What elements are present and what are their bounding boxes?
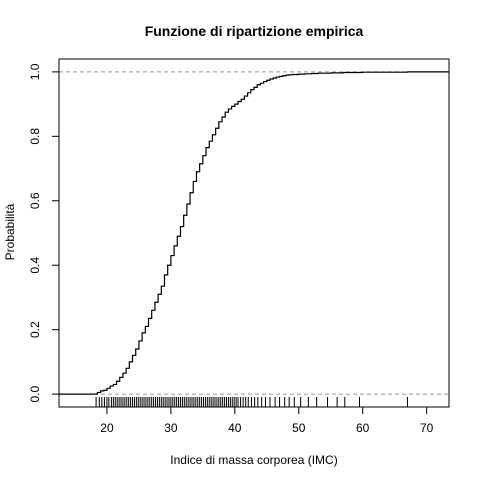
y-tick-label-5: 1.0 (28, 63, 42, 80)
x-tick-label-0: 20 (100, 421, 114, 435)
chart-title: Funzione di ripartizione empirica (145, 23, 364, 39)
x-tick-label-1: 30 (164, 421, 178, 435)
x-tick-label-5: 70 (420, 421, 434, 435)
y-tick-label-1: 0.2 (28, 321, 42, 338)
y-axis-label: Probabilità (3, 203, 17, 260)
y-tick-label-3: 0.6 (28, 192, 42, 209)
x-tick-label-3: 50 (292, 421, 306, 435)
plot-frame (58, 58, 450, 408)
y-tick-label-2: 0.4 (28, 257, 42, 274)
plot-area: 20 30 40 50 60 70 0.0 0.2 0.4 0.6 0.8 1.0 (28, 63, 449, 435)
x-tick-label-4: 60 (356, 421, 370, 435)
y-tick-label-0: 0.0 (28, 385, 42, 402)
x-axis-label: Indice di massa corporea (IMC) (170, 453, 337, 467)
x-tick-label-2: 40 (228, 421, 242, 435)
y-tick-label-4: 0.8 (28, 128, 42, 145)
ecdf-series-line-0 (58, 71, 449, 395)
